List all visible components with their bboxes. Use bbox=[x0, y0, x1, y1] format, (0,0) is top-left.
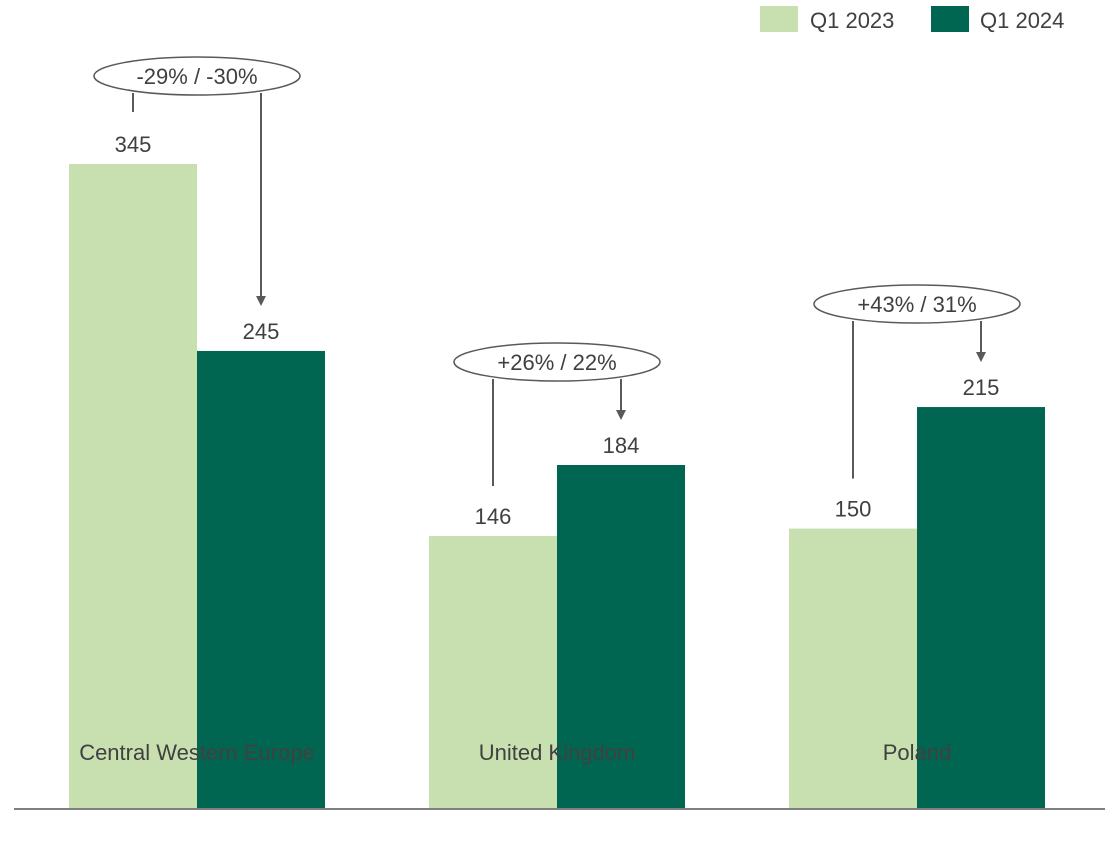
bar-united-kingdom-q1-2023[interactable] bbox=[429, 536, 557, 809]
annotation-ellipse-united-kingdom bbox=[453, 342, 661, 382]
annotation-ellipse-central-western-europe bbox=[93, 56, 301, 96]
bar-central-western-europe-q1-2023[interactable] bbox=[69, 164, 197, 809]
annotation-label-united-kingdom: +26% / 22% bbox=[497, 350, 616, 375]
annotations-group: -29% / -30% +26% / 22% +43% / 31% bbox=[93, 56, 1021, 487]
annotation-central-western-europe: -29% / -30% bbox=[93, 56, 301, 306]
bar-united-kingdom-q1-2024[interactable] bbox=[557, 465, 685, 809]
legend-swatch-q1-2023 bbox=[760, 6, 798, 32]
annotation-poland: +43% / 31% bbox=[813, 284, 1021, 479]
bar-poland-q1-2023[interactable] bbox=[789, 528, 917, 809]
legend-item-q1-2023[interactable]: Q1 2023 bbox=[760, 6, 894, 33]
bar-central-western-europe-q1-2024[interactable] bbox=[197, 350, 325, 809]
x-axis-labels: Central Western Europe United Kingdom Po… bbox=[79, 740, 951, 765]
legend: Q1 2023 Q1 2024 bbox=[760, 6, 1064, 33]
value-label-united-kingdom-q1-2024: 184 bbox=[603, 433, 640, 458]
value-label-poland-q1-2023: 150 bbox=[835, 497, 872, 522]
legend-label-q1-2024: Q1 2024 bbox=[980, 8, 1064, 33]
value-label-united-kingdom-q1-2023: 146 bbox=[475, 504, 512, 529]
annotation-label-central-western-europe: -29% / -30% bbox=[136, 64, 257, 89]
annotation-united-kingdom: +26% / 22% bbox=[453, 342, 661, 487]
legend-item-q1-2024[interactable]: Q1 2024 bbox=[931, 6, 1064, 33]
category-label-poland: Poland bbox=[883, 740, 952, 765]
annotation-ellipse-poland bbox=[813, 284, 1021, 324]
legend-label-q1-2023: Q1 2023 bbox=[810, 8, 894, 33]
bar-poland-q1-2024[interactable] bbox=[917, 407, 1045, 809]
legend-swatch-q1-2024 bbox=[931, 6, 969, 32]
value-label-central-western-europe-q1-2024: 245 bbox=[243, 319, 280, 344]
category-label-central-western-europe: Central Western Europe bbox=[79, 740, 315, 765]
category-label-united-kingdom: United Kingdom bbox=[479, 740, 636, 765]
bars-group bbox=[69, 164, 1045, 809]
value-labels-group: 345 245 146 184 150 215 bbox=[115, 132, 1000, 529]
value-label-poland-q1-2024: 215 bbox=[963, 375, 1000, 400]
value-label-central-western-europe-q1-2023: 345 bbox=[115, 132, 152, 157]
annotation-label-poland: +43% / 31% bbox=[857, 292, 976, 317]
